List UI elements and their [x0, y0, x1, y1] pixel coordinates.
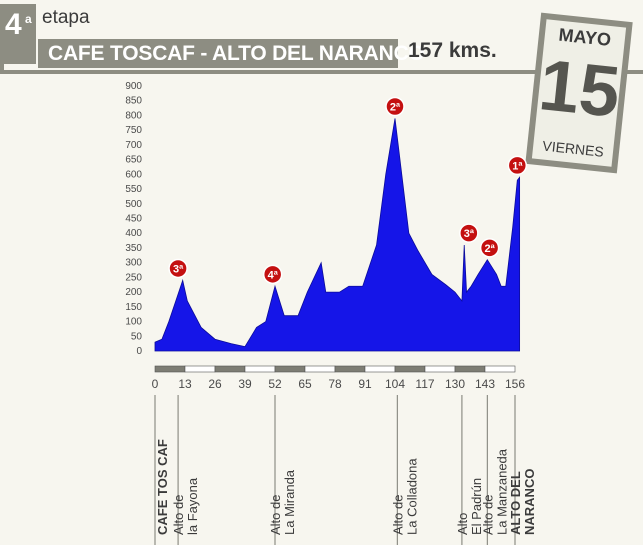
- scale-bar-segment: [334, 365, 366, 373]
- y-tick-label: 400: [125, 228, 142, 239]
- scale-bar-segment: [154, 365, 186, 373]
- x-tick-label: 65: [298, 377, 312, 391]
- y-tick-label: 500: [125, 199, 142, 210]
- x-tick-label: 0: [152, 377, 159, 391]
- y-tick-label: 50: [131, 331, 143, 342]
- y-tick-label: 650: [125, 155, 142, 166]
- scale-bar-segment: [244, 365, 276, 373]
- y-tick-label: 150: [125, 302, 142, 313]
- climb-category-label: 4ª: [268, 269, 279, 281]
- location-label: Alto: [455, 513, 470, 535]
- climb-category-label: 3ª: [464, 228, 475, 240]
- header-rule: [0, 70, 643, 74]
- y-tick-label: 550: [125, 184, 142, 195]
- y-tick-label: 450: [125, 214, 142, 225]
- climb-category-badge: [459, 223, 479, 243]
- scale-bar-segment: [454, 365, 486, 373]
- elevation-area: [154, 118, 521, 352]
- climb-category-label: 2ª: [390, 102, 401, 114]
- y-tick-label: 300: [125, 258, 142, 269]
- y-tick-label: 200: [125, 287, 142, 298]
- y-tick-label: 850: [125, 96, 142, 107]
- x-tick-label: 52: [268, 377, 282, 391]
- y-tick-label: 350: [125, 243, 142, 254]
- location-label: CAFE TOS CAF: [155, 439, 170, 535]
- climb-category-badge: [262, 264, 283, 285]
- climb-category-badge: [507, 155, 528, 176]
- y-tick-label: 250: [125, 272, 142, 283]
- y-tick-label: 750: [125, 125, 142, 136]
- route-title-band: CAFE TOSCAF - ALTO DEL NARANCO: [38, 39, 425, 68]
- stage-number: 4: [5, 8, 22, 41]
- location-label: La Colladona: [404, 458, 419, 535]
- location-label: Alto de: [480, 495, 495, 535]
- stage-badge: 4 a: [2, 4, 36, 64]
- climb-category-label: 2ª: [485, 243, 496, 255]
- location-label: Alto de: [390, 495, 405, 535]
- x-tick-label: 130: [445, 377, 465, 391]
- stage-suffix: a: [25, 12, 32, 26]
- scale-bar-segment: [184, 365, 216, 373]
- climb-category-badge: [168, 258, 188, 279]
- route-title: CAFE TOSCAF - ALTO DEL NARANCO: [48, 42, 425, 65]
- location-label: La Manzaneda: [494, 448, 509, 535]
- location-label: ALTO DEL: [508, 471, 523, 535]
- x-tick-label: 117: [415, 377, 434, 391]
- scale-bar-segment: [394, 365, 426, 373]
- x-tick-label: 143: [475, 377, 495, 391]
- y-tick-label: 700: [125, 140, 142, 151]
- climb-category-badge: [385, 96, 405, 117]
- location-label: NARANCO: [522, 469, 537, 535]
- climb-category-badge: [479, 238, 500, 258]
- y-tick-label: 600: [125, 169, 142, 180]
- climb-category-label: 1ª: [512, 160, 523, 172]
- scale-bar-segment: [214, 365, 246, 373]
- scale-bar-segment: [274, 365, 306, 373]
- scale-bar-segment: [484, 365, 516, 373]
- x-tick-label: 78: [328, 377, 342, 391]
- x-tick-label: 91: [358, 377, 372, 391]
- y-tick-label: 800: [125, 110, 142, 121]
- location-label: La Miranda: [282, 469, 297, 535]
- location-label: Alto de: [268, 495, 283, 535]
- location-label: Alto de: [171, 495, 186, 535]
- scale-bar-segment: [304, 365, 336, 373]
- y-tick-label: 100: [125, 317, 142, 328]
- y-tick-label: 900: [125, 81, 142, 92]
- scale-bar-segment: [364, 365, 396, 373]
- x-tick-label: 26: [208, 377, 222, 391]
- x-tick-label: 104: [385, 377, 405, 391]
- climb-category-label: 3ª: [173, 263, 184, 275]
- x-tick-label: 13: [178, 377, 192, 391]
- x-tick-label: 156: [505, 377, 525, 391]
- stage-word: etapa: [42, 7, 90, 28]
- location-label: El Padrún: [469, 478, 484, 535]
- x-tick-label: 39: [238, 377, 252, 391]
- scale-bar-segment: [424, 365, 456, 373]
- location-label: la Fayona: [185, 477, 200, 535]
- y-tick-label: 0: [136, 346, 142, 357]
- stage-distance: 157 kms.: [408, 39, 497, 62]
